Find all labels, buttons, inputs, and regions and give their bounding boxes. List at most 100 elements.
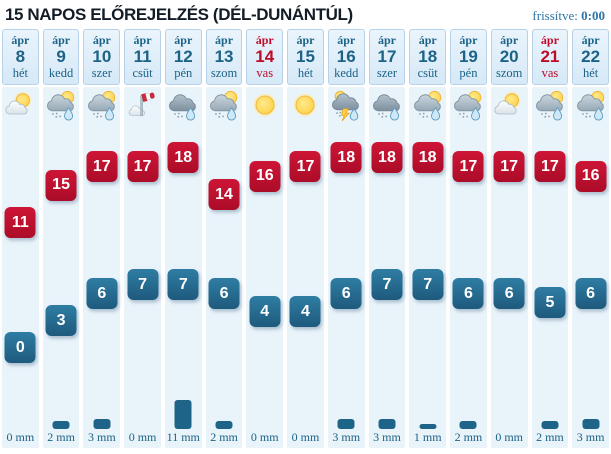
max-temp-badge: 18: [167, 142, 199, 173]
max-temp-badge: 17: [289, 151, 321, 183]
day-header[interactable]: ápr 10 szer: [83, 29, 121, 85]
windsock-icon: [126, 89, 160, 123]
day-weekday-label: pén: [459, 66, 478, 80]
precipitation-label: 2 mm: [210, 430, 238, 444]
max-temp-badge: 17: [534, 151, 566, 183]
min-temp-badge: 4: [249, 296, 281, 327]
day-month-label: ápr: [581, 33, 600, 47]
day-header[interactable]: ápr 11 csüt: [124, 29, 161, 85]
rain-sun-icon: [451, 89, 485, 123]
day-number: 9: [56, 47, 66, 66]
day-header[interactable]: ápr 14 vas: [246, 29, 284, 85]
min-temp-badge: 6: [208, 278, 240, 309]
rain-sun-icon: [44, 89, 78, 123]
min-temp-badge: 6: [86, 278, 118, 309]
day-forecast-strip: 17 6 2 mm: [450, 87, 487, 448]
day-column-12: ápr 19 pén 17 6 2 mm: [450, 29, 487, 448]
max-temp-badge: 14: [208, 179, 240, 211]
updated-time: 0:00: [581, 8, 605, 23]
day-month-label: ápr: [133, 33, 152, 47]
day-column-10: ápr 17 szer 18 7 3 mm: [368, 29, 406, 448]
day-weekday-label: hét: [582, 66, 599, 80]
day-weekday-label: csüt: [132, 66, 153, 80]
day-column-14: ápr 21 vas 17 5 2 mm: [531, 29, 569, 448]
precipitation-label: 2 mm: [454, 430, 483, 444]
precipitation-bar: [215, 421, 233, 429]
day-column-6: ápr 13 szom 14 6 2 mm: [205, 29, 243, 448]
min-temp-badge: 7: [127, 269, 159, 300]
max-temp-badge: 17: [493, 151, 525, 183]
day-weekday-label: szom: [210, 66, 238, 80]
day-header[interactable]: ápr 20 szom: [490, 29, 528, 85]
day-month-label: ápr: [92, 33, 111, 47]
precipitation-label: 3 mm: [373, 430, 401, 444]
day-header[interactable]: ápr 16 kedd: [327, 29, 365, 85]
day-number: 16: [336, 47, 356, 66]
day-number: 14: [255, 47, 275, 66]
day-forecast-strip: 18 7 1 mm: [409, 87, 447, 448]
day-number: 19: [458, 47, 478, 66]
day-header[interactable]: ápr 19 pén: [450, 29, 487, 85]
min-temp-badge: 7: [167, 269, 199, 300]
min-temp-badge: 6: [575, 278, 607, 309]
min-temp-badge: 5: [534, 287, 566, 318]
day-header[interactable]: ápr 8 hét: [2, 29, 39, 85]
min-temp-badge: 7: [371, 269, 403, 300]
day-forecast-strip: 17 6 0 mm: [490, 87, 528, 448]
day-column-11: ápr 18 csüt 18 7 1 mm: [409, 29, 447, 448]
precipitation-label: 3 mm: [332, 430, 361, 444]
rain-sun-icon: [207, 89, 241, 123]
day-month-label: ápr: [337, 33, 356, 47]
day-column-8: ápr 15 hét 17 4 0 mm: [287, 29, 324, 448]
day-month-label: ápr: [418, 33, 437, 47]
day-month-label: ápr: [296, 33, 315, 47]
day-header[interactable]: ápr 9 kedd: [42, 29, 80, 85]
day-forecast-strip: 18 7 3 mm: [368, 87, 406, 448]
day-number: 10: [92, 47, 112, 66]
precipitation-label: 2 mm: [536, 430, 564, 444]
day-forecast-strip: 16 6 3 mm: [572, 87, 609, 448]
day-forecast-strip: 17 4 0 mm: [287, 87, 324, 448]
max-temp-badge: 17: [127, 151, 159, 183]
day-header[interactable]: ápr 21 vas: [531, 29, 569, 85]
page-title: 15 NAPOS ELŐREJELZÉS (DÉL-DUNÁNTÚL): [5, 5, 353, 24]
day-column-9: ápr 16 kedd 18 6 3 mm: [327, 29, 365, 448]
day-number: 12: [173, 47, 193, 66]
day-month-label: ápr: [377, 33, 396, 47]
day-column-15: ápr 22 hét 16 6 3 mm: [572, 29, 609, 448]
day-weekday-label: kedd: [334, 66, 359, 80]
day-weekday-label: szer: [91, 66, 112, 80]
day-month-label: ápr: [459, 33, 478, 47]
day-column-2: ápr 9 kedd 15 3 2 mm: [42, 29, 80, 448]
day-header[interactable]: ápr 18 csüt: [409, 29, 447, 85]
min-temp-badge: 4: [289, 296, 321, 327]
min-temp-badge: 3: [45, 305, 77, 336]
day-header[interactable]: ápr 12 pén: [164, 29, 202, 85]
day-weekday-label: pén: [174, 66, 193, 80]
day-column-1: ápr 8 hét 11 0 0 mm: [2, 29, 39, 448]
max-temp-badge: 16: [575, 160, 607, 192]
day-header[interactable]: ápr 13 szom: [205, 29, 243, 85]
thunderstorm-icon: [329, 89, 363, 123]
precipitation-label: 0 mm: [291, 430, 320, 444]
day-header[interactable]: ápr 17 szer: [368, 29, 406, 85]
day-weekday-label: vas: [256, 66, 274, 80]
day-weekday-label: csüt: [417, 66, 438, 80]
day-weekday-label: hét: [12, 66, 28, 80]
precipitation-label: 0 mm: [128, 430, 157, 444]
min-temp-badge: 0: [4, 332, 36, 363]
day-header[interactable]: ápr 15 hét: [287, 29, 324, 85]
day-month-label: ápr: [52, 33, 71, 47]
day-forecast-strip: 18 6 3 mm: [327, 87, 365, 448]
max-temp-badge: 16: [249, 160, 281, 192]
updated-status: frissítve: 0:00: [532, 8, 605, 24]
day-number: 15: [296, 47, 315, 66]
day-header[interactable]: ápr 22 hét: [572, 29, 609, 85]
day-number: 22: [581, 47, 601, 66]
rain-sun-icon: [533, 89, 567, 123]
precipitation-label: 0 mm: [250, 430, 279, 444]
max-temp-badge: 18: [330, 142, 362, 173]
updated-label: frissítve:: [532, 8, 578, 23]
day-forecast-strip: 14 6 2 mm: [205, 87, 243, 448]
day-weekday-label: vas: [541, 66, 559, 80]
